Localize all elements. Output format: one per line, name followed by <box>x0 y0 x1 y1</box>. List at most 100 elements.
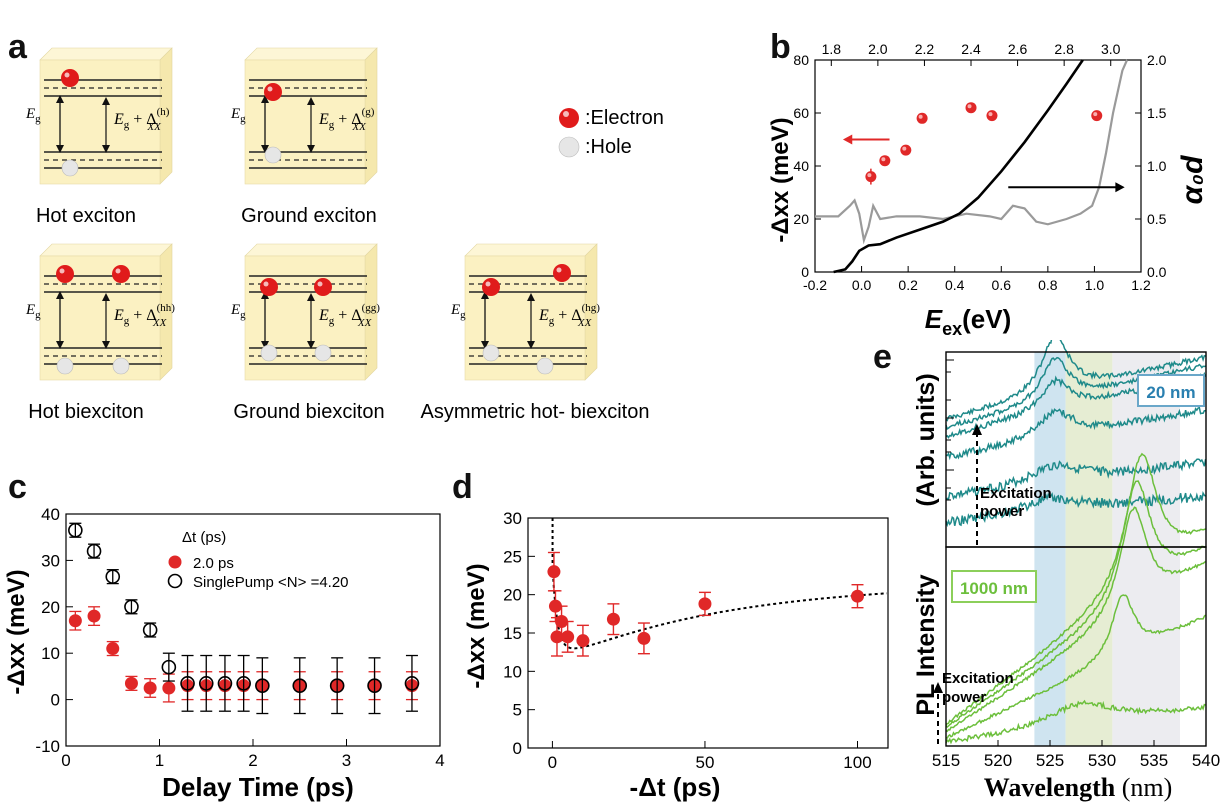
spectrum-top-4 <box>945 406 1206 461</box>
excitation-arrowhead-bottom <box>933 682 943 693</box>
eg-sub: g <box>240 309 246 321</box>
eg-arrowhead-up <box>261 95 269 103</box>
data-point <box>548 599 562 613</box>
data-point <box>986 110 998 122</box>
y-tick-label: 80 <box>793 52 809 68</box>
delta-sup: (h) <box>157 106 170 118</box>
electron-highlight <box>317 281 323 287</box>
electron-icon <box>482 278 500 296</box>
excitation-label-top-2: power <box>980 503 1024 520</box>
top-tick-label: 2.0 <box>868 41 888 57</box>
y-tick-label: 20 <box>793 211 809 227</box>
eg-sub: g <box>35 113 41 125</box>
x-tick-label: 540 <box>1192 751 1220 770</box>
svg-text:Eex(eV): Eex(eV) <box>925 304 1012 339</box>
y2-tick-label: 0.0 <box>1147 264 1167 280</box>
top-tick-label: 2.6 <box>1008 41 1028 57</box>
x-tick-label: 0 <box>61 751 70 770</box>
gray-curve <box>815 59 1129 245</box>
electron-highlight <box>263 281 269 287</box>
x-tick-label: 0 <box>548 753 557 772</box>
data-point-open <box>367 678 382 693</box>
spectrum-top-6 <box>945 490 1207 528</box>
box-top-face <box>244 47 378 61</box>
svg-text:Wavelength (nm): Wavelength (nm) <box>984 773 1173 802</box>
panel-d-chart: 0 50 100 0 5 10 15 20 25 30 -Δxx (meV) -Δt (ps) <box>463 509 889 802</box>
top-tick-label: 2.2 <box>915 41 935 57</box>
electron-icon <box>314 278 332 296</box>
top-tick-label: 3.0 <box>1101 41 1121 57</box>
y-tick-label: 5 <box>513 701 522 720</box>
eg-label: Eg <box>230 302 246 321</box>
eg-label: Eg <box>450 302 466 321</box>
y-tick-label: 10 <box>41 644 60 663</box>
delta-label: Eg + Δ(hg) XX <box>538 302 600 329</box>
plot-frame-bottom <box>945 546 1207 747</box>
y-axis-label: -Δxx (meV) <box>3 569 30 694</box>
x-axis-label: Delay Time (ps) <box>162 772 354 802</box>
delta-label: Eg + Δ(h) XX <box>113 106 170 133</box>
electron-icon <box>56 265 74 283</box>
x-tick-label: 0.2 <box>898 277 918 293</box>
x-axis-label: -Δt (ps) <box>630 772 721 802</box>
x-tick-label: 0.8 <box>1038 277 1058 293</box>
delta-arrowhead-down <box>307 341 315 349</box>
state-caption: Hot biexciton <box>28 401 144 423</box>
top-tick-label: 2.4 <box>961 41 981 57</box>
data-point-open <box>292 678 308 693</box>
electron-icon <box>264 83 282 101</box>
panel-e-chart: 515 520 525 530 535 540 20 nm 1000 nm Excitat… <box>912 340 1220 802</box>
x-tick-label: 1.0 <box>1085 277 1105 293</box>
data-point-highlight <box>988 112 993 117</box>
eg-sub: g <box>35 309 41 321</box>
delta-g: g <box>549 315 555 327</box>
data-point <box>561 630 575 644</box>
x-axis-label: E <box>925 304 943 334</box>
spectrum-bottom-3 <box>945 506 1207 733</box>
spectrum-top-1 <box>945 340 1206 422</box>
hole-icon <box>264 146 282 164</box>
x-tick-label: 3 <box>342 751 351 770</box>
delta-plus: + Δ <box>334 307 361 324</box>
y-tick-label: 60 <box>793 105 809 121</box>
state-caption: Hot exciton <box>36 205 136 227</box>
box-top-face <box>39 47 173 61</box>
y2-tick-label: 1.5 <box>1147 105 1167 121</box>
y-tick-label: 20 <box>41 598 60 617</box>
delta-e: E <box>113 111 124 128</box>
eg-arrowhead-up <box>481 291 489 299</box>
data-point <box>555 615 569 628</box>
data-point-filled <box>143 681 157 695</box>
y-tick-label: 40 <box>793 158 809 174</box>
y-tick-label: 15 <box>503 624 522 643</box>
delta-arrowhead-up <box>102 97 110 105</box>
delta-label: Eg + Δ(g) XX <box>318 106 375 133</box>
data-point-open <box>142 622 158 638</box>
hole-icon <box>482 344 500 362</box>
data-point <box>850 589 864 603</box>
delta-g: g <box>329 119 335 131</box>
right-arrowhead <box>1115 182 1125 193</box>
x-axis-label: Wavelength <box>984 773 1116 802</box>
eg-arrowhead-down <box>261 145 269 153</box>
data-point-open <box>217 676 233 691</box>
plot-frame <box>527 517 889 749</box>
excitation-label-bottom-2: power <box>942 689 986 706</box>
electron-highlight <box>64 72 70 78</box>
legend: Δt (ps) 2.0 ps SinglePump <N> =4.20 <box>167 529 349 591</box>
electron-highlight <box>59 268 65 274</box>
spectrum-bottom-5 <box>945 699 1206 745</box>
x-tick-label: 0.0 <box>852 277 872 293</box>
delta-sub: XX <box>357 317 373 329</box>
data-point-open <box>198 676 214 691</box>
state-caption: Ground biexciton <box>233 401 384 423</box>
spectrum-bottom-4 <box>945 594 1207 739</box>
label-1000nm: 1000 nm <box>960 579 1028 598</box>
x-tick-label: 1 <box>155 751 164 770</box>
legend-series-1: 2.0 ps <box>193 555 234 572</box>
data-point-open <box>180 676 195 691</box>
legend-hole-label: :Hole <box>585 136 632 158</box>
